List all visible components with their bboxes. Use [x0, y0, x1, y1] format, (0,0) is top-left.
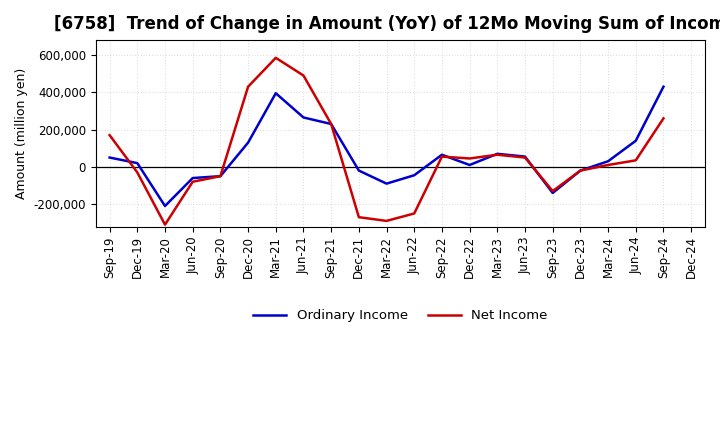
Line: Ordinary Income: Ordinary Income — [109, 87, 663, 206]
Line: Net Income: Net Income — [109, 58, 663, 225]
Ordinary Income — [631, 138, 640, 143]
Ordinary Income — [465, 162, 474, 168]
Net Income — [659, 116, 667, 121]
Ordinary Income — [493, 151, 502, 157]
Ordinary Income — [382, 181, 391, 186]
Net Income — [105, 132, 114, 138]
Net Income — [299, 73, 307, 78]
Ordinary Income — [659, 84, 667, 89]
Ordinary Income — [133, 161, 142, 166]
Ordinary Income — [354, 168, 363, 173]
Ordinary Income — [327, 121, 336, 127]
Net Income — [327, 121, 336, 127]
Title: [6758]  Trend of Change in Amount (YoY) of 12Mo Moving Sum of Incomes: [6758] Trend of Change in Amount (YoY) o… — [54, 15, 720, 33]
Net Income — [382, 218, 391, 224]
Net Income — [493, 152, 502, 158]
Net Income — [465, 156, 474, 161]
Net Income — [521, 155, 529, 160]
Ordinary Income — [521, 154, 529, 159]
Ordinary Income — [189, 176, 197, 181]
Ordinary Income — [244, 140, 253, 145]
Ordinary Income — [410, 172, 418, 178]
Ordinary Income — [576, 168, 585, 173]
Net Income — [161, 222, 169, 227]
Ordinary Income — [549, 191, 557, 196]
Net Income — [438, 154, 446, 159]
Ordinary Income — [216, 173, 225, 179]
Net Income — [133, 170, 142, 175]
Net Income — [244, 84, 253, 89]
Ordinary Income — [271, 91, 280, 96]
Ordinary Income — [105, 155, 114, 160]
Ordinary Income — [604, 159, 613, 164]
Net Income — [576, 168, 585, 173]
Net Income — [549, 188, 557, 194]
Ordinary Income — [299, 115, 307, 120]
Ordinary Income — [438, 152, 446, 158]
Net Income — [216, 173, 225, 179]
Net Income — [189, 179, 197, 184]
Y-axis label: Amount (million yen): Amount (million yen) — [15, 68, 28, 199]
Net Income — [604, 162, 613, 168]
Legend: Ordinary Income, Net Income: Ordinary Income, Net Income — [248, 304, 553, 327]
Ordinary Income — [161, 203, 169, 209]
Net Income — [354, 215, 363, 220]
Net Income — [631, 158, 640, 163]
Net Income — [271, 55, 280, 60]
Net Income — [410, 211, 418, 216]
